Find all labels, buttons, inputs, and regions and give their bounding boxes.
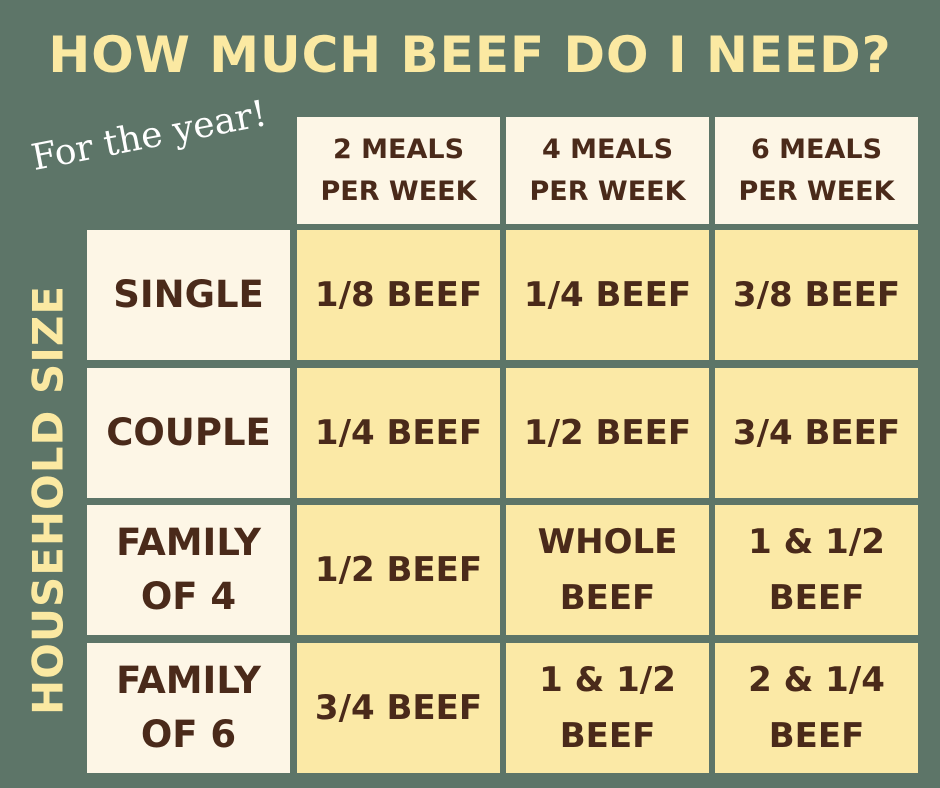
row-header: SINGLE — [87, 230, 290, 360]
beef-amount-cell: 3/4 BEEF — [297, 643, 500, 773]
beef-amount-label: 1/4 BEEF — [314, 413, 483, 453]
beef-amount-cell: 1/2 BEEF — [297, 505, 500, 635]
beef-amount-label: 3/4 BEEF — [314, 688, 483, 728]
beef-amount-cell: 1/4 BEEF — [506, 230, 709, 360]
beef-amount-label: 1/4 BEEF — [523, 275, 692, 315]
beef-amount-cell: WHOLE BEEF — [506, 505, 709, 635]
beef-amount-cell: 1 & 1/2 BEEF — [506, 643, 709, 773]
beef-amount-label: 1/8 BEEF — [314, 275, 483, 315]
beef-amount-cell: 1/8 BEEF — [297, 230, 500, 360]
beef-amount-label: 1/2 BEEF — [523, 413, 692, 453]
beef-amount-cell: 1/4 BEEF — [297, 368, 500, 498]
beef-amount-label: WHOLE BEEF — [537, 522, 678, 618]
beef-amount-label: 1 & 1/2 BEEF — [748, 522, 885, 618]
row-header-label: FAMILY OF 4 — [116, 521, 261, 618]
page-title: HOW MUCH BEEF DO I NEED? — [48, 26, 892, 84]
beef-amount-cell: 2 & 1/4 BEEF — [715, 643, 918, 773]
subtitle: For the year! — [28, 93, 271, 179]
column-header-label: 6 MEALS PER WEEK — [738, 133, 895, 207]
beef-amount-cell: 1 & 1/2 BEEF — [715, 505, 918, 635]
row-header: FAMILY OF 6 — [87, 643, 290, 773]
beef-amount-label: 1/2 BEEF — [314, 550, 483, 590]
row-header-label: COUPLE — [106, 411, 271, 454]
beef-amount-label: 1 & 1/2 BEEF — [539, 660, 676, 756]
household-size-label: HOUSEHOLD SIZE — [23, 284, 73, 716]
beef-amount-cell: 3/4 BEEF — [715, 368, 918, 498]
column-header-label: 4 MEALS PER WEEK — [529, 133, 686, 207]
row-header-label: SINGLE — [113, 273, 264, 316]
row-header-label: FAMILY OF 6 — [116, 659, 261, 756]
row-header: COUPLE — [87, 368, 290, 498]
beef-amount-label: 3/4 BEEF — [732, 413, 901, 453]
column-header: 6 MEALS PER WEEK — [715, 117, 918, 224]
column-header: 2 MEALS PER WEEK — [297, 117, 500, 224]
column-header: 4 MEALS PER WEEK — [506, 117, 709, 224]
beef-amount-label: 2 & 1/4 BEEF — [748, 660, 885, 756]
row-header: FAMILY OF 4 — [87, 505, 290, 635]
beef-amount-cell: 1/2 BEEF — [506, 368, 709, 498]
beef-amount-label: 3/8 BEEF — [732, 275, 901, 315]
beef-amount-cell: 3/8 BEEF — [715, 230, 918, 360]
column-header-label: 2 MEALS PER WEEK — [320, 133, 477, 207]
